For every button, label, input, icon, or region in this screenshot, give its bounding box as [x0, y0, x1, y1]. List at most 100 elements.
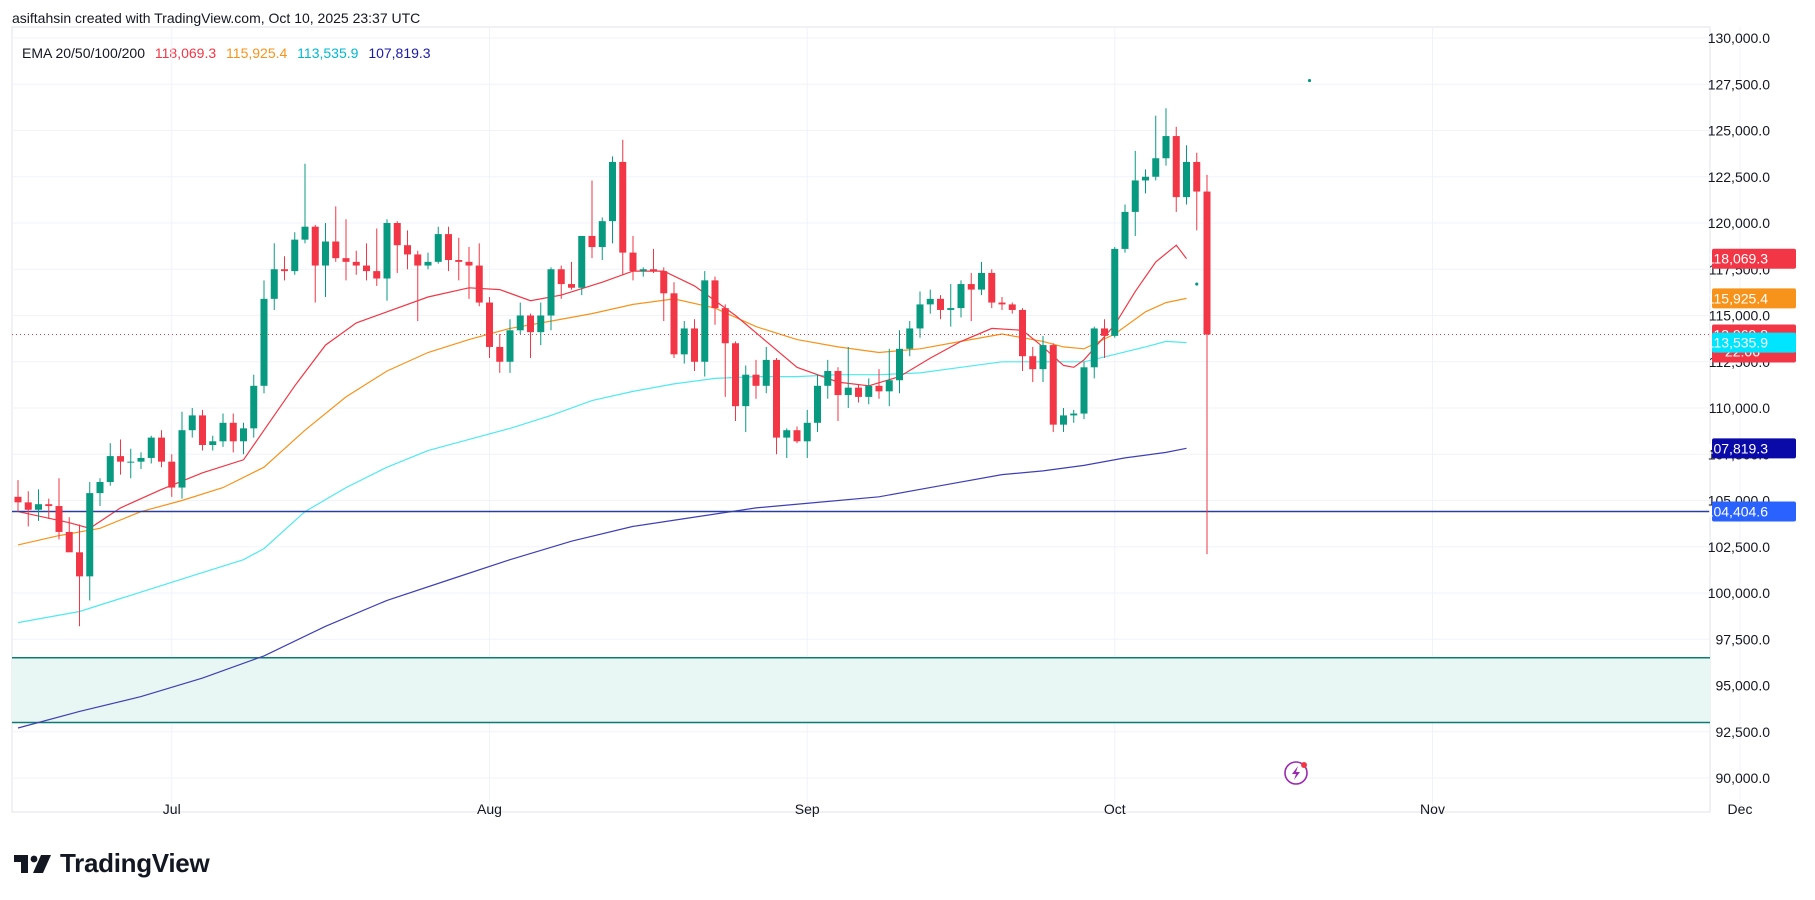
- candle-body: [916, 304, 924, 329]
- candle-body: [1111, 248, 1119, 336]
- price-tags: 118,069.3115,925.4113,969.822:06113,535.…: [1706, 248, 1796, 522]
- price-tag-label: 115,925.4: [1707, 290, 1768, 306]
- candle-body: [1049, 345, 1057, 425]
- candle-body: [45, 504, 53, 507]
- candle-body: [844, 387, 852, 396]
- x-tick-label: Oct: [1104, 801, 1126, 817]
- candle-body: [424, 261, 432, 266]
- candle-body: [855, 387, 862, 397]
- ema-legend[interactable]: EMA 20/50/100/200 118,069.3 115,925.4 11…: [22, 45, 437, 61]
- candle-body: [455, 260, 463, 262]
- candle-body: [260, 298, 268, 386]
- candle-body: [96, 482, 104, 494]
- candle-body: [803, 422, 811, 442]
- candle-body: [342, 258, 350, 262]
- x-tick-label: Sep: [795, 801, 820, 817]
- attribution-header: asiftahsin created with TradingView.com,…: [12, 10, 421, 26]
- y-tick-label: 130,000.0: [1708, 30, 1770, 46]
- lightning-badge-dot: [1301, 762, 1307, 768]
- y-tick-label: 95,000.0: [1716, 678, 1771, 694]
- candle-body: [199, 415, 206, 445]
- x-tick-label: Nov: [1420, 801, 1445, 817]
- candle-body: [332, 241, 340, 259]
- y-tick-label: 122,500.0: [1708, 169, 1770, 185]
- candle-body: [598, 221, 606, 248]
- candle-body: [14, 496, 22, 503]
- candle-body: [240, 428, 247, 442]
- y-tick-label: 115,000.0: [1709, 308, 1770, 324]
- candle-body: [793, 430, 801, 442]
- candle-body: [670, 293, 678, 355]
- candle-body: [516, 315, 524, 331]
- candle-body: [557, 269, 565, 285]
- candle-body: [711, 280, 719, 309]
- ema-legend-label: EMA 20/50/100/200: [22, 45, 145, 61]
- tradingview-wordmark: TradingView: [60, 848, 210, 878]
- candle-body: [1039, 345, 1047, 370]
- lightning-bolt: [1292, 766, 1300, 780]
- candle-body: [691, 328, 698, 362]
- candle-body: [701, 280, 709, 362]
- candle-body: [106, 456, 114, 482]
- x-tick-label: Aug: [477, 801, 502, 817]
- candle-body: [834, 371, 842, 396]
- price-axis[interactable]: 90,000.0 92,500.0 95,000.0 97,500.0 100,000.…: [1708, 30, 1771, 786]
- candle-body: [937, 298, 944, 310]
- candle-body: [219, 422, 227, 442]
- candle-body: [1029, 356, 1037, 370]
- candle-body: [527, 315, 534, 333]
- candle-body: [65, 531, 73, 553]
- ema20-line: [17, 244, 1187, 529]
- candle-body: [978, 272, 985, 290]
- candle-body: [301, 226, 309, 240]
- candle-body: [1152, 158, 1160, 177]
- candle-body: [229, 422, 237, 442]
- candle-body: [86, 493, 94, 577]
- marker-dot: [1307, 78, 1312, 83]
- price-tag: [1712, 332, 1796, 353]
- candle-body: [352, 261, 360, 266]
- candle-body: [434, 234, 442, 262]
- candle-body: [1019, 309, 1026, 357]
- ema20-legend-value: 118,069.3: [154, 45, 217, 61]
- candle-body: [1193, 161, 1201, 192]
- y-tick-label: 102,500.0: [1708, 539, 1770, 555]
- candle-body: [168, 461, 176, 488]
- candle-body: [496, 346, 504, 362]
- candle-body: [721, 308, 729, 344]
- candle-body: [906, 328, 914, 349]
- tradingview-brand[interactable]: TradingView: [14, 848, 210, 879]
- candle-body: [465, 261, 473, 266]
- candle-body: [188, 415, 196, 431]
- candle-body: [1090, 328, 1098, 368]
- chart-frame: [11, 26, 1711, 813]
- price-chart[interactable]: 90,000.0 92,500.0 95,000.0 97,500.0 100,000.…: [0, 0, 1815, 830]
- candle-body: [1162, 136, 1170, 159]
- candle-body: [383, 223, 391, 279]
- y-tick-label: 97,500.0: [1716, 631, 1771, 647]
- candle-body: [24, 502, 32, 510]
- demand-zone: [12, 657, 1710, 724]
- candle-body: [270, 269, 278, 299]
- candle-body: [486, 302, 493, 347]
- price-tag: [1712, 501, 1796, 522]
- marker-dot: [1195, 282, 1199, 286]
- time-axis[interactable]: Jul Aug Sep Oct Nov Dec: [163, 801, 1753, 817]
- price-tag-label: 104,404.6: [1706, 504, 1768, 520]
- candle-body: [76, 552, 83, 577]
- candle-body: [896, 348, 903, 381]
- candle-body: [55, 506, 63, 532]
- price-tag-label: 118,069.3: [1707, 251, 1768, 267]
- candle-body: [609, 161, 616, 222]
- candle-body: [578, 235, 586, 288]
- candle-body: [752, 374, 760, 386]
- candle-body: [875, 385, 883, 392]
- candle-body: [322, 241, 329, 266]
- candle-body: [998, 302, 1006, 305]
- candle-body: [967, 284, 975, 290]
- price-tag-label: 113,535.9: [1707, 335, 1768, 351]
- candle-body: [957, 284, 965, 309]
- candle-body: [1060, 415, 1067, 425]
- x-tick-label: Dec: [1728, 801, 1753, 817]
- x-tick-label: Jul: [163, 801, 181, 817]
